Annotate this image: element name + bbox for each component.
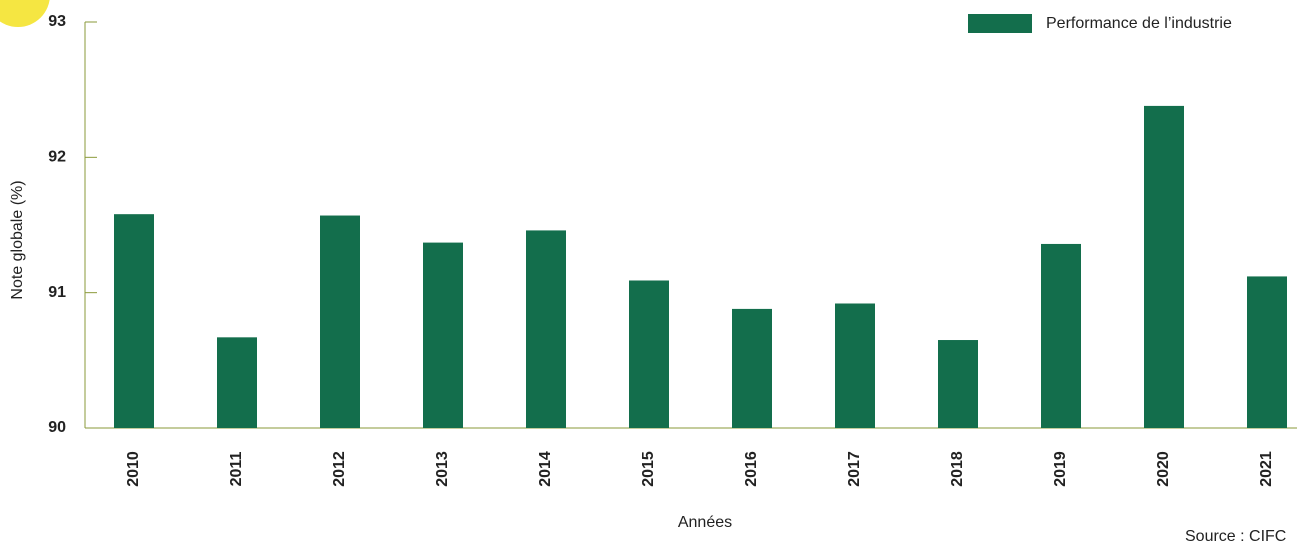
decoration: [0, 0, 50, 27]
bar: [114, 214, 154, 428]
x-tick-label: 2017: [846, 451, 863, 487]
x-tick-label: 2015: [640, 451, 657, 487]
x-axis-title: Années: [678, 514, 732, 531]
x-tick-label: 2011: [228, 452, 245, 487]
y-tick-label: 93: [48, 13, 66, 30]
source: Source : CIFC: [1185, 528, 1286, 545]
x-tick-label: 2010: [125, 451, 142, 487]
x-tick-label: 2018: [949, 451, 966, 487]
bar: [1144, 105, 1184, 428]
x-tick-label: 2019: [1052, 451, 1069, 487]
bar: [423, 242, 463, 428]
bar: [320, 215, 360, 428]
x-tick-label: 2014: [537, 451, 554, 487]
bar: [526, 230, 566, 428]
x-tick-label: 2021: [1258, 451, 1275, 487]
y-axis-title: Note globale (%): [9, 180, 26, 299]
bar: [217, 337, 257, 428]
y-tick-label: 91: [48, 284, 66, 301]
legend-swatch: [968, 14, 1032, 33]
bar: [732, 308, 772, 428]
bar: [629, 280, 669, 428]
bar: [1247, 276, 1287, 428]
x-tick-label: 2016: [743, 451, 760, 487]
legend-label: Performance de l’industrie: [1046, 15, 1232, 32]
bar: [1041, 243, 1081, 428]
bar: [835, 303, 875, 428]
x-tick-label: 2020: [1155, 451, 1172, 487]
y-tick-label: 92: [48, 149, 66, 166]
x-tick-label: 2013: [434, 451, 451, 487]
y-tick-label: 90: [48, 419, 66, 436]
x-tick-label: 2012: [331, 451, 348, 487]
bar: [938, 340, 978, 428]
